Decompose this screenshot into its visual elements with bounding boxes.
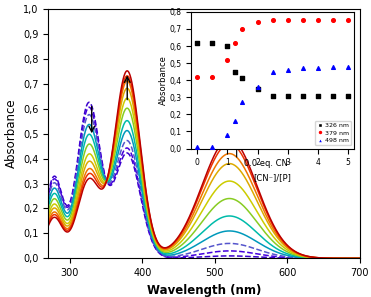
Point — [194, 144, 200, 149]
Point — [224, 44, 230, 48]
Point — [285, 93, 291, 98]
Point — [345, 18, 351, 23]
Point — [345, 64, 351, 69]
Point — [240, 27, 246, 31]
Point — [270, 18, 276, 23]
Y-axis label: Absorbance: Absorbance — [4, 99, 17, 168]
Point — [240, 76, 246, 81]
Point — [315, 66, 321, 71]
Point — [194, 40, 200, 45]
Point — [285, 68, 291, 72]
Point — [300, 18, 306, 23]
Point — [194, 74, 200, 79]
Point — [209, 144, 215, 149]
Point — [224, 132, 230, 137]
Point — [285, 18, 291, 23]
Point — [300, 93, 306, 98]
Point — [315, 93, 321, 98]
Point — [330, 64, 336, 69]
Point — [330, 93, 336, 98]
Point — [315, 18, 321, 23]
Point — [255, 85, 260, 89]
Point — [255, 20, 260, 24]
Point — [209, 40, 215, 45]
Point — [224, 57, 230, 62]
Point — [330, 18, 336, 23]
Legend: 326 nm, 379 nm, 498 nm: 326 nm, 379 nm, 498 nm — [315, 121, 351, 145]
X-axis label: [CN⁻]/[P]: [CN⁻]/[P] — [254, 173, 292, 182]
Point — [240, 100, 246, 105]
Point — [345, 93, 351, 98]
Point — [232, 69, 238, 74]
Point — [209, 74, 215, 79]
Point — [232, 119, 238, 124]
Y-axis label: Absorbance: Absorbance — [159, 55, 168, 105]
Text: 0.0 eq. CN⁻: 0.0 eq. CN⁻ — [244, 159, 292, 168]
Point — [300, 66, 306, 71]
Point — [232, 40, 238, 45]
Point — [255, 86, 260, 91]
Point — [270, 69, 276, 74]
X-axis label: Wavelength (nm): Wavelength (nm) — [147, 284, 261, 297]
Point — [270, 93, 276, 98]
Text: 5.0 eq. CN⁻: 5.0 eq. CN⁻ — [244, 130, 292, 139]
